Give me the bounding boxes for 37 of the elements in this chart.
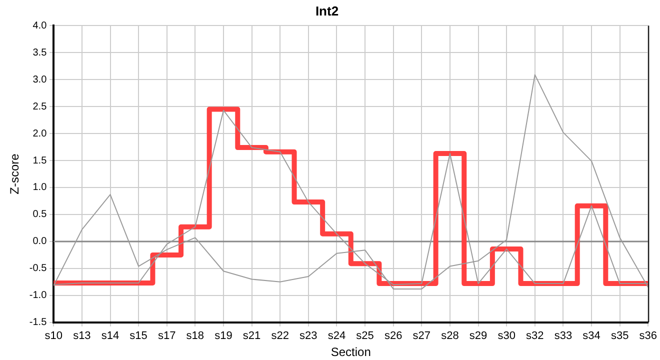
x-tick-label: s29 — [469, 330, 488, 342]
x-tick-label: s17 — [158, 330, 176, 342]
y-tick-label: 0.0 — [32, 236, 48, 248]
x-tick-label: s28 — [441, 330, 459, 342]
y-tick-label: 3.5 — [32, 47, 48, 58]
y-tick-label: -1.0 — [29, 290, 48, 302]
y-axis-title: Z-score — [8, 153, 22, 194]
x-tick-label: s36 — [639, 330, 658, 342]
x-tick-label: s18 — [186, 330, 204, 342]
x-tick-label: s30 — [498, 330, 516, 342]
y-tick-label: -1.5 — [29, 317, 48, 328]
y-tick-label: 4.0 — [32, 20, 48, 32]
x-tick-label: s22 — [271, 330, 289, 342]
x-tick-label: s13 — [73, 330, 91, 342]
y-tick-label: 1.0 — [32, 182, 48, 194]
x-tick-label: s14 — [101, 330, 120, 342]
x-tick-label: s26 — [384, 330, 402, 342]
x-tick-label: s15 — [130, 330, 148, 342]
x-tick-label: s24 — [328, 330, 346, 342]
x-tick-label: s33 — [554, 330, 572, 342]
x-tick-label: s10 — [44, 330, 63, 342]
x-tick-label: s35 — [610, 330, 629, 342]
x-tick-label: s34 — [582, 330, 600, 342]
y-tick-label: -0.5 — [29, 263, 48, 274]
chart-title: Int2 — [315, 3, 339, 18]
y-tick-label: 3.0 — [32, 74, 48, 86]
x-tick-label: s21 — [242, 330, 261, 342]
y-tick-label: 0.5 — [32, 209, 48, 220]
x-tick-label: s19 — [214, 330, 232, 342]
x-axis-title: Section — [330, 345, 371, 360]
x-tick-label: s25 — [356, 330, 374, 342]
x-tick-label: s27 — [412, 330, 431, 342]
y-tick-label: 2.5 — [32, 101, 48, 112]
y-tick-label: 1.5 — [32, 155, 48, 166]
x-tick-label: s32 — [526, 330, 544, 342]
x-tick-label: s23 — [300, 330, 318, 342]
y-tick-label: 2.0 — [32, 128, 48, 140]
